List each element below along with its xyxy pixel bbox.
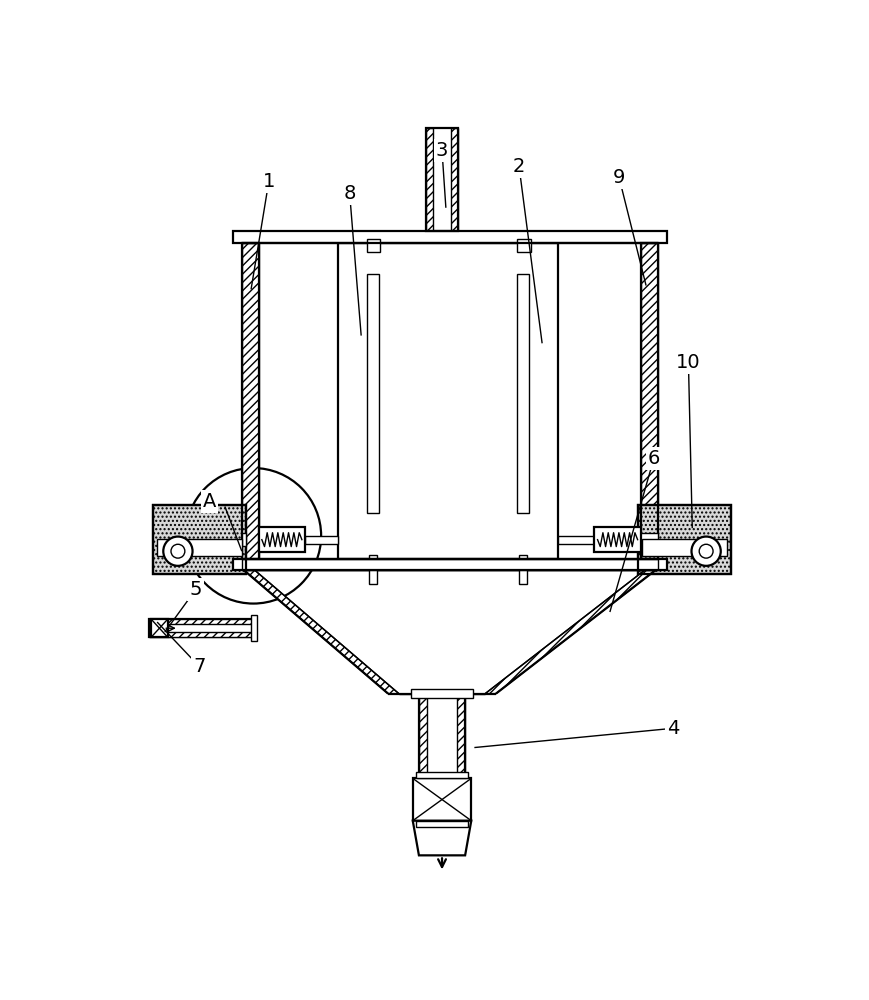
Bar [232,231,667,243]
Bar [425,128,432,231]
Bar [640,243,657,559]
Text: 9: 9 [613,168,625,187]
Bar [425,128,458,231]
Circle shape [699,544,713,558]
Bar [368,555,376,584]
Bar [415,821,468,827]
Bar [151,619,168,637]
Text: 5: 5 [189,580,202,599]
Bar [640,243,657,559]
Bar [149,619,254,637]
Bar [153,505,245,574]
Text: 4: 4 [666,719,679,738]
Bar [242,533,245,546]
Bar [338,243,557,559]
Circle shape [163,537,192,566]
Bar [516,239,530,252]
Bar [366,239,380,252]
Bar [305,536,338,544]
Bar [153,505,245,574]
Bar [516,274,528,513]
Circle shape [185,468,321,604]
Bar [641,539,726,556]
Bar [594,527,640,552]
Text: 7: 7 [193,657,205,676]
Text: 10: 10 [675,353,700,372]
Bar [157,539,242,556]
Bar [251,615,257,641]
Circle shape [691,537,720,566]
Bar [419,694,426,778]
Bar [412,778,471,821]
Text: A: A [202,492,216,511]
Bar [638,505,730,574]
Bar [258,527,305,552]
Text: 8: 8 [343,184,355,203]
Bar [149,619,254,624]
Bar [242,243,258,559]
Bar [419,694,465,778]
Bar [242,559,657,570]
Bar [242,243,258,559]
Polygon shape [243,570,399,694]
Text: 2: 2 [512,157,525,176]
Polygon shape [412,821,471,855]
Bar [557,536,594,544]
Bar [519,555,526,584]
Bar [415,772,468,778]
Bar [457,694,465,778]
Bar [638,533,657,546]
Bar [451,128,458,231]
Text: 3: 3 [435,141,448,160]
Bar [411,689,472,698]
Circle shape [171,544,184,558]
Text: 1: 1 [262,172,275,191]
Polygon shape [485,570,655,694]
Text: 6: 6 [647,449,660,468]
Bar [366,274,379,513]
Bar [232,559,667,570]
Bar [242,559,657,570]
Bar [149,632,254,637]
Bar [638,505,730,574]
